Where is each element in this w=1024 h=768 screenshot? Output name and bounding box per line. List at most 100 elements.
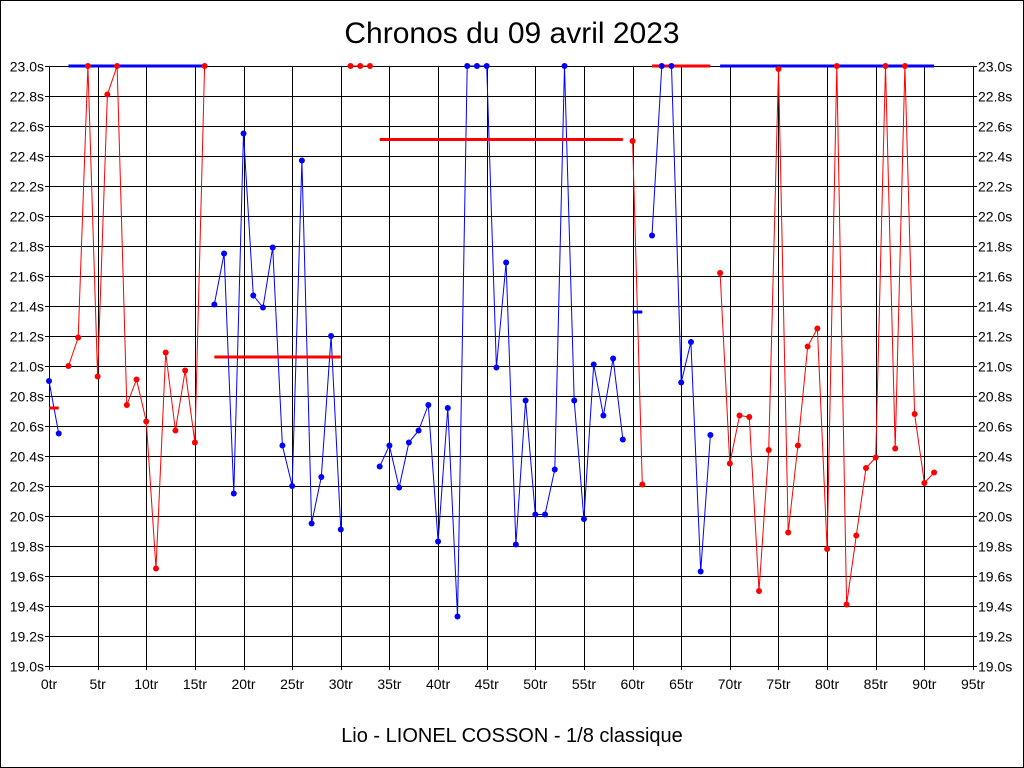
y-tick-label-right: 22.6s (978, 119, 1012, 135)
average-lines (49, 64, 935, 410)
data-point (240, 130, 247, 137)
data-point (600, 412, 607, 419)
data-point (649, 232, 656, 239)
data-point (639, 481, 646, 488)
data-point (396, 484, 403, 491)
x-tick-label: 75tr (766, 676, 790, 692)
plot-area-border (49, 66, 974, 667)
y-tick-label-left: 22.0s (10, 209, 44, 225)
data-point (687, 339, 694, 345)
data-point (824, 546, 831, 552)
y-tick-label-right: 19.6s (978, 569, 1012, 585)
series-line (68, 65, 206, 569)
x-tick-label: 70tr (718, 676, 742, 692)
data-point (833, 63, 840, 69)
series-line (213, 133, 342, 530)
data-point (843, 601, 850, 608)
data-point (75, 334, 82, 341)
data-point (152, 565, 159, 572)
x-tick-label: 90tr (912, 676, 936, 692)
data-point (483, 63, 490, 69)
data-point (435, 538, 442, 545)
data-point (804, 343, 811, 350)
data-point (84, 63, 91, 69)
series-line (379, 65, 624, 617)
data-points (46, 63, 938, 620)
data-point (736, 412, 743, 419)
y-tick-label-left: 20.2s (10, 479, 44, 495)
data-point (892, 445, 899, 452)
data-point (473, 63, 480, 69)
data-point (493, 364, 500, 371)
data-point (707, 432, 714, 438)
data-point (191, 439, 198, 446)
x-tick-label: 95tr (961, 676, 985, 692)
y-tick-label-right: 19.2s (978, 629, 1012, 645)
data-point (279, 442, 286, 449)
data-point (746, 414, 753, 420)
data-point (658, 63, 665, 69)
y-tick-label-left: 20.4s (10, 449, 44, 465)
data-point (201, 63, 208, 69)
x-tick-label: 20tr (231, 676, 255, 692)
data-point (386, 442, 393, 449)
data-point (259, 304, 266, 311)
y-tick-label-right: 19.8s (978, 539, 1012, 555)
x-tick-label: 85tr (864, 676, 888, 692)
data-point (863, 465, 870, 471)
y-tick-label-left: 19.6s (10, 569, 44, 585)
x-tick-label: 55tr (572, 676, 596, 692)
data-point (872, 454, 879, 461)
y-tick-label-right: 21.2s (978, 329, 1012, 345)
y-tick-label-right: 22.0s (978, 209, 1012, 225)
y-tick-label-right: 23.0s (978, 59, 1012, 75)
data-point (619, 436, 626, 443)
data-point (94, 373, 101, 380)
data-point (65, 363, 72, 369)
data-point (678, 379, 685, 386)
y-tick-label-right: 20.2s (978, 479, 1012, 495)
data-point (425, 402, 432, 408)
data-point (55, 430, 62, 437)
x-tick-label: 60tr (621, 676, 645, 692)
y-tick-label-left: 19.4s (10, 599, 44, 615)
data-point (765, 447, 772, 453)
data-point (931, 469, 938, 476)
data-point (561, 63, 568, 69)
data-point (503, 259, 510, 266)
data-point (347, 63, 354, 69)
x-tick-label: 40tr (426, 676, 450, 692)
data-point (726, 460, 733, 467)
y-tick-label-right: 21.4s (978, 299, 1012, 315)
data-point (221, 250, 228, 257)
y-tick-label-left: 21.6s (10, 269, 44, 285)
data-point (230, 490, 237, 497)
data-point (143, 418, 150, 425)
data-point (162, 349, 169, 356)
series-lines (48, 65, 935, 617)
data-point (366, 63, 373, 69)
data-point (454, 613, 461, 620)
data-point (405, 439, 412, 446)
data-point (610, 355, 617, 362)
data-point (114, 63, 121, 69)
x-tick-label: 5tr (89, 676, 106, 692)
y-tick-label-left: 19.0s (10, 659, 44, 675)
data-point (901, 63, 908, 69)
data-point (464, 63, 471, 69)
data-point (697, 568, 704, 575)
x-tick-label: 15tr (183, 676, 207, 692)
y-tick-label-right: 20.8s (978, 389, 1012, 405)
y-tick-label-right: 22.2s (978, 179, 1012, 195)
y-tick-label-left: 19.2s (10, 629, 44, 645)
x-tick-label: 80tr (815, 676, 839, 692)
x-tick-label: 35tr (377, 676, 401, 692)
x-tick-label: 65tr (669, 676, 693, 692)
y-tick-label-left: 20.0s (10, 509, 44, 525)
y-tick-label-left: 22.2s (10, 179, 44, 195)
x-tick-label: 45tr (475, 676, 499, 692)
x-tick-label: 50tr (523, 676, 547, 692)
y-tick-label-right: 19.4s (978, 599, 1012, 615)
